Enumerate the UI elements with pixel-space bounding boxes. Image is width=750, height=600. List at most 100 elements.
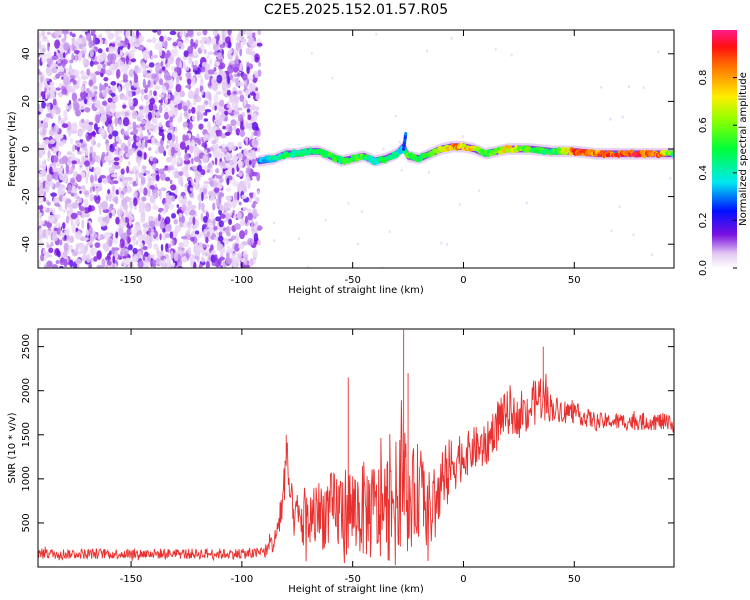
- noise-speck: [458, 203, 461, 207]
- noise-blob: [45, 113, 52, 118]
- noise-blob: [59, 257, 66, 266]
- noise-blob: [216, 175, 223, 179]
- noise-blob: [118, 80, 123, 85]
- noise-blob: [124, 82, 131, 87]
- ridge-spike: [404, 131, 408, 136]
- noise-blob: [169, 179, 173, 185]
- snr-ytick-label: 500: [21, 513, 32, 532]
- noise-blob: [128, 50, 135, 60]
- noise-blob: [89, 186, 93, 194]
- noise-blob: [213, 66, 217, 72]
- noise-blob: [40, 75, 44, 84]
- noise-blob: [203, 48, 207, 55]
- noise-blob: [248, 198, 252, 203]
- noise-blob: [210, 37, 217, 46]
- noise-blob: [171, 49, 177, 58]
- snr-ytick-label: 1500: [21, 422, 32, 447]
- noise-blob: [201, 191, 204, 202]
- noise-blob: [150, 231, 155, 236]
- noise-blob: [251, 121, 259, 131]
- noise-blob: [161, 66, 166, 71]
- noise-blob: [239, 46, 242, 57]
- noise-blob: [85, 174, 88, 184]
- noise-blob: [168, 192, 175, 196]
- noise-blob: [160, 187, 167, 192]
- noise-blob: [185, 84, 192, 89]
- noise-blob: [78, 185, 81, 190]
- noise-blob: [144, 139, 148, 148]
- noise-blob: [256, 42, 263, 47]
- noise-blob: [81, 53, 86, 58]
- noise-blob: [115, 135, 121, 142]
- noise-blob: [48, 247, 54, 254]
- noise-blob: [47, 173, 53, 182]
- noise-blob: [170, 56, 174, 65]
- noise-blob: [195, 95, 202, 103]
- noise-blob: [107, 53, 114, 62]
- noise-blob: [187, 30, 194, 37]
- noise-blob: [148, 147, 152, 151]
- spectrogram-ytick-label: 40: [21, 47, 32, 60]
- noise-blob: [135, 38, 143, 45]
- noise-blob: [65, 215, 70, 224]
- noise-blob: [163, 71, 171, 81]
- noise-speck: [510, 53, 513, 57]
- noise-blob: [245, 136, 249, 146]
- noise-blob: [137, 157, 141, 168]
- noise-blob: [148, 62, 155, 68]
- noise-blob: [243, 253, 249, 259]
- noise-blob: [124, 145, 129, 154]
- noise-blob: [150, 55, 154, 61]
- noise-blob: [155, 174, 160, 182]
- noise-blob: [210, 244, 214, 251]
- noise-blob: [227, 30, 232, 36]
- noise-blob: [207, 162, 212, 169]
- noise-blob: [253, 232, 259, 242]
- noise-blob: [178, 241, 184, 249]
- noise-blob: [73, 191, 78, 200]
- noise-blob: [156, 248, 160, 257]
- noise-blob: [219, 256, 225, 261]
- noise-blob: [59, 239, 63, 246]
- noise-blob: [211, 104, 215, 111]
- noise-blob: [237, 114, 244, 122]
- noise-blob: [226, 89, 231, 96]
- noise-blob: [97, 177, 103, 184]
- noise-blob: [93, 233, 97, 239]
- noise-blob: [227, 75, 231, 85]
- snr-axes: -150 -100 -50 0 50 500 1000 1500 2000 2500: [21, 329, 674, 585]
- noise-blob: [217, 235, 224, 242]
- noise-blob: [69, 235, 75, 244]
- noise-blob: [166, 156, 172, 163]
- noise-blob: [70, 212, 78, 220]
- noise-blob: [150, 125, 157, 129]
- noise-blob: [80, 90, 87, 100]
- noise-blob: [125, 30, 131, 39]
- noise-blob: [252, 248, 258, 258]
- noise-blob: [132, 247, 138, 255]
- noise-blob: [80, 185, 86, 190]
- noise-speck: [440, 241, 443, 245]
- noise-blob: [204, 149, 208, 155]
- noise-blob: [44, 138, 50, 145]
- noise-speck: [632, 233, 635, 237]
- noise-blob: [151, 117, 158, 125]
- noise-blob: [110, 81, 117, 86]
- noise-blob: [254, 213, 259, 217]
- noise-blob: [148, 94, 152, 99]
- noise-blob: [111, 130, 119, 137]
- noise-blob: [51, 207, 56, 215]
- noise-blob: [84, 124, 91, 131]
- noise-blob: [136, 171, 139, 179]
- noise-blob: [140, 246, 144, 256]
- noise-blob: [88, 121, 94, 126]
- noise-blob: [52, 109, 57, 114]
- noise-blob: [42, 196, 47, 202]
- noise-blob: [214, 254, 218, 261]
- noise-blob: [176, 204, 180, 208]
- noise-blob: [235, 41, 240, 51]
- noise-blob: [147, 111, 152, 121]
- noise-blob: [238, 81, 244, 87]
- noise-blob: [140, 119, 147, 125]
- noise-blob: [72, 222, 76, 231]
